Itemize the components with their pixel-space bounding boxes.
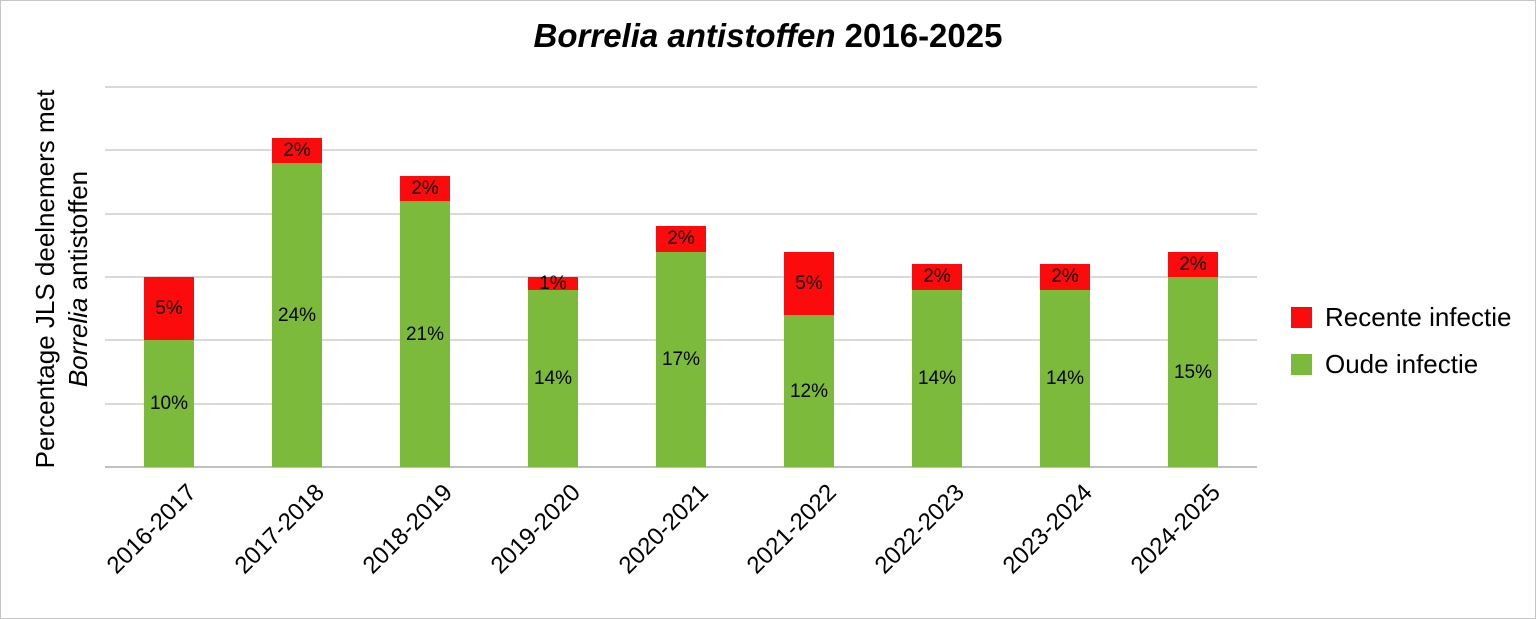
x-axis-label-2016-2017: 2016-2017 (101, 479, 203, 580)
data-label-oude-infectie-2017-2018: 24% (277, 304, 317, 326)
x-axis-label-2022-2023: 2022-2023 (869, 479, 971, 580)
data-label-recente-infectie-2016-2017: 5% (155, 298, 183, 320)
legend-item-oude-infectie: Oude infectie (1291, 349, 1511, 379)
data-label-oude-infectie-2024-2025: 15% (1173, 361, 1213, 383)
bar-segment-recente-infectie-2022-2023: 2% (912, 264, 962, 290)
x-axis-label-2020-2021: 2020-2021 (613, 479, 715, 580)
data-label-oude-infectie-2016-2017: 10% (149, 393, 189, 415)
x-axis-label-2019-2020: 2019-2020 (485, 479, 587, 580)
x-axis-line (105, 466, 1257, 468)
bar-segment-oude-infectie-2016-2017: 10% (144, 340, 194, 467)
data-label-oude-infectie-2023-2024: 14% (1045, 367, 1085, 389)
y-axis-title-line2-italic: Borrelia (63, 297, 93, 388)
bar-segment-recente-infectie-2016-2017: 5% (144, 277, 194, 341)
bar-segment-recente-infectie-2020-2021: 2% (656, 226, 706, 252)
data-label-recente-infectie-2020-2021: 2% (667, 228, 695, 250)
data-label-oude-infectie-2018-2019: 21% (405, 323, 445, 345)
gridline-25 (105, 149, 1257, 152)
x-axis-label-2018-2019: 2018-2019 (357, 479, 459, 580)
bar-segment-recente-infectie-2023-2024: 2% (1040, 264, 1090, 290)
data-label-recente-infectie-2023-2024: 2% (1051, 266, 1079, 288)
bar-segment-recente-infectie-2021-2022: 5% (784, 251, 834, 315)
legend: Recente infectie Oude infectie (1291, 302, 1511, 396)
chart-title-years-part: 2016-2025 (835, 17, 1003, 54)
bar-segment-oude-infectie-2017-2018: 24% (272, 163, 322, 467)
bar-segment-recente-infectie-2017-2018: 2% (272, 137, 322, 163)
x-axis-label-2023-2024: 2023-2024 (997, 479, 1099, 580)
chart-title: Borrelia antistoffen 2016-2025 (1, 17, 1535, 55)
x-axis-label-2024-2025: 2024-2025 (1125, 479, 1227, 580)
y-axis-title-line2-regular: antistoffen (63, 170, 93, 298)
bar-segment-oude-infectie-2018-2019: 21% (400, 201, 450, 467)
y-axis-title-line1: Percentage JLS deelnemers met (30, 89, 60, 469)
y-axis-title: Percentage JLS deelnemers met Borrelia a… (29, 69, 97, 489)
data-label-recente-infectie-2021-2022: 5% (795, 272, 823, 294)
data-label-recente-infectie-2022-2023: 2% (923, 266, 951, 288)
data-label-oude-infectie-2019-2020: 14% (533, 367, 573, 389)
bar-segment-recente-infectie-2018-2019: 2% (400, 175, 450, 201)
bar-segment-oude-infectie-2023-2024: 14% (1040, 289, 1090, 467)
legend-label-recente-infectie: Recente infectie (1325, 301, 1512, 332)
legend-item-recente-infectie: Recente infectie (1291, 302, 1511, 332)
y-axis-title-line2: Borrelia antistoffen (62, 69, 95, 489)
bar-segment-recente-infectie-2024-2025: 2% (1168, 251, 1218, 277)
x-axis-label-2017-2018: 2017-2018 (229, 479, 331, 580)
chart-title-italic-part: Borrelia antistoffen (533, 17, 836, 54)
x-axis-label-2021-2022: 2021-2022 (741, 479, 843, 580)
legend-swatch-oude-infectie-icon (1291, 353, 1312, 375)
bar-segment-oude-infectie-2024-2025: 15% (1168, 277, 1218, 467)
bar-segment-recente-infectie-2019-2020: 1% (528, 272, 578, 294)
legend-label-oude-infectie: Oude infectie (1325, 348, 1479, 379)
data-label-oude-infectie-2020-2021: 17% (661, 348, 701, 370)
gridline-20 (105, 212, 1257, 215)
data-label-recente-infectie-2017-2018: 2% (283, 139, 311, 161)
bar-segment-oude-infectie-2019-2020: 14% (528, 289, 578, 467)
bar-segment-oude-infectie-2022-2023: 14% (912, 289, 962, 467)
data-label-oude-infectie-2021-2022: 12% (789, 380, 829, 402)
data-label-oude-infectie-2022-2023: 14% (917, 367, 957, 389)
data-label-recente-infectie-2018-2019: 2% (411, 177, 439, 199)
data-label-recente-infectie-2024-2025: 2% (1179, 253, 1207, 275)
data-label-recente-infectie-2019-2020: 1% (539, 272, 567, 294)
gridline-30 (105, 86, 1257, 88)
bar-segment-oude-infectie-2020-2021: 17% (656, 251, 706, 467)
legend-swatch-recente-infectie-icon (1291, 306, 1312, 328)
bar-segment-oude-infectie-2021-2022: 12% (784, 315, 834, 467)
